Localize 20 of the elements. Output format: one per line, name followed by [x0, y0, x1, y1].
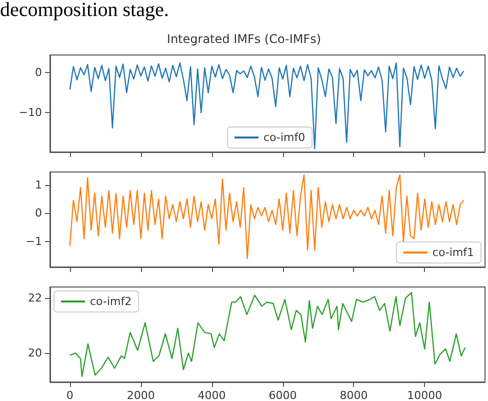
- y-tick-label: 22: [28, 292, 42, 305]
- x-tick-label: 6000: [268, 389, 297, 401]
- x-tick-label: 4000: [198, 389, 226, 401]
- y-tick-label: 20: [28, 346, 42, 360]
- text: decomposition stage.: [0, 0, 169, 21]
- chart-title: Integrated IMFs (Co-IMFs): [166, 32, 322, 46]
- x-tick-label: 2000: [126, 389, 155, 401]
- line-series: [69, 62, 464, 150]
- legend-label: co-imf0: [264, 131, 306, 144]
- y-tick-label: 1: [35, 178, 42, 192]
- y-tick-label: 0: [35, 206, 42, 220]
- y-tick-label: 0: [35, 66, 42, 80]
- x-tick-label: 8000: [340, 389, 368, 401]
- y-tick-label: −10: [18, 106, 42, 120]
- legend-label: co-imf2: [90, 295, 132, 308]
- legend-label: co-imf1: [432, 246, 474, 259]
- x-tick-label: 0: [66, 389, 74, 401]
- x-tick-label: 10000: [407, 389, 442, 401]
- y-tick-label: −1: [26, 234, 42, 248]
- line-series: [69, 292, 466, 378]
